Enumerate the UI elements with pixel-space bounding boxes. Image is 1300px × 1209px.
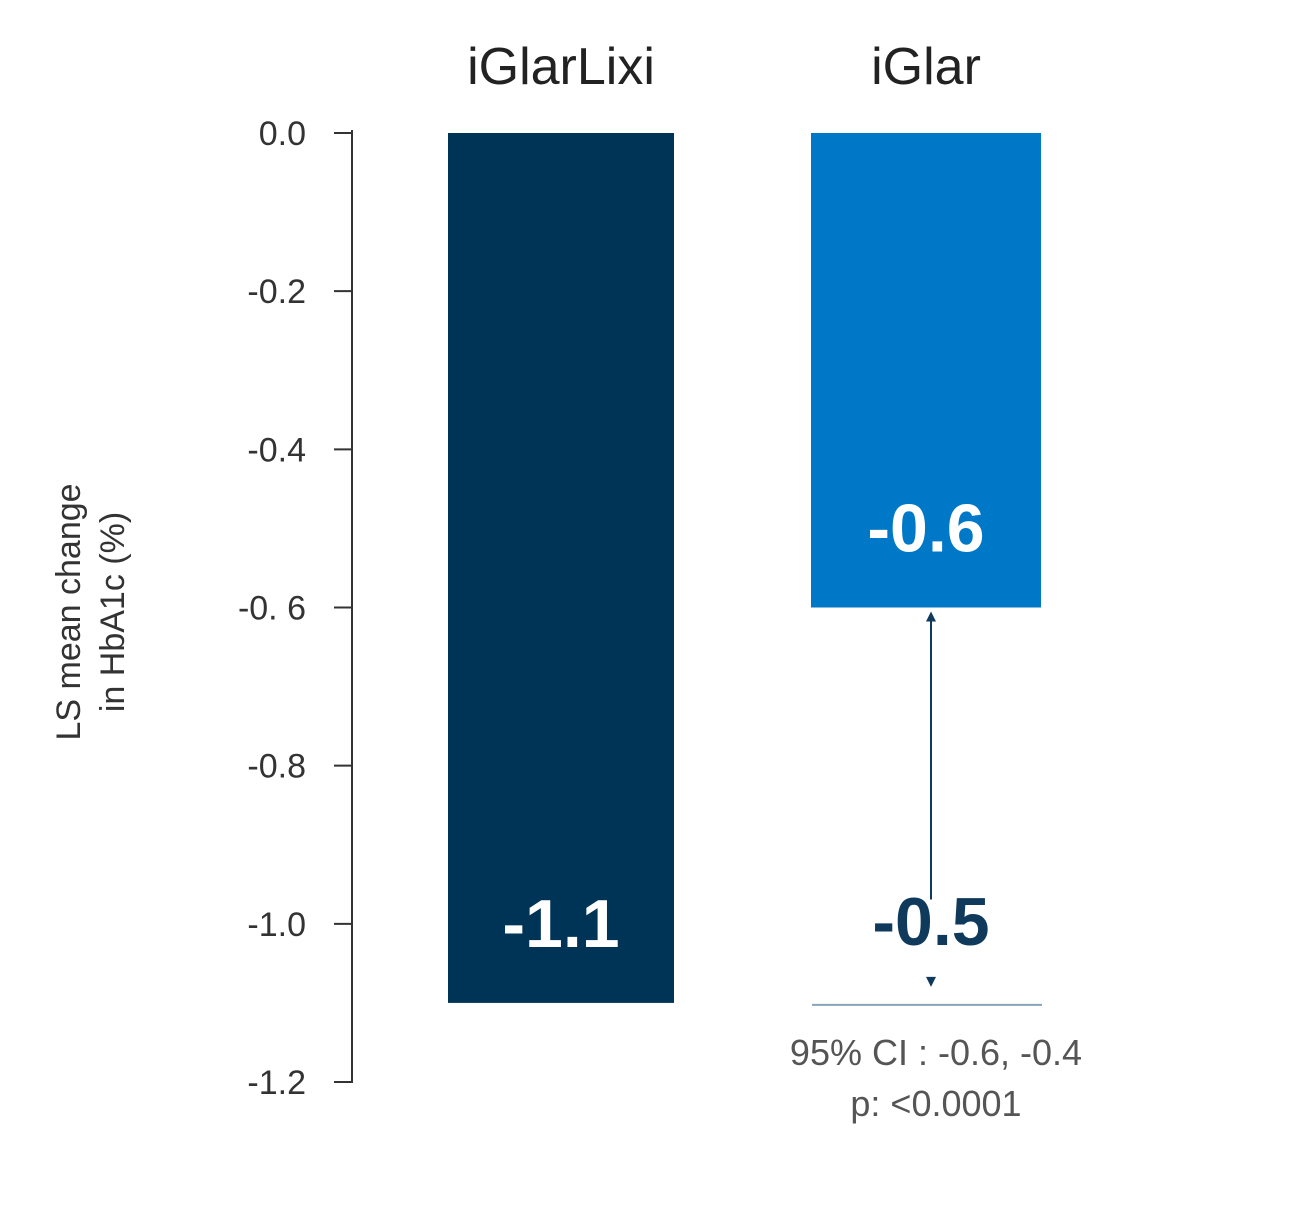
y-tick-label: -0. 6	[238, 590, 306, 628]
y-axis-label-line-2: in HbA1c (%)	[94, 512, 132, 712]
y-axis: 0.0 -0.2 -0.4 -0. 6 -0.8 -1.0 -1.2	[238, 115, 353, 1102]
y-tick-label: -0.2	[247, 273, 306, 311]
difference-arrow-tail	[926, 976, 936, 987]
category-label: iGlar	[871, 38, 981, 96]
y-tick-label: 0.0	[259, 115, 306, 153]
difference-arrow-head	[926, 611, 936, 622]
y-axis-label-line-1: LS mean change	[50, 483, 88, 740]
difference-value-label: -0.5	[872, 884, 989, 960]
bar-value-label: -1.1	[502, 886, 619, 962]
bars: iGlarLixi -1.1 iGlar -0.6	[448, 38, 1041, 1003]
y-tick-label: -0.4	[247, 431, 306, 469]
y-tick-label: -1.0	[247, 906, 306, 944]
category-label: iGlarLixi	[467, 38, 655, 96]
p-value-text: p: <0.0001	[850, 1083, 1021, 1124]
difference-annotation: -0.5 95% CI : -0.6, -0.4 p: <0.0001	[790, 611, 1082, 1124]
bar-iGlarLixi	[448, 133, 674, 1003]
bar-iGlar	[811, 133, 1041, 608]
y-tick-label: -0.8	[247, 748, 306, 786]
y-ticks: 0.0 -0.2 -0.4 -0. 6 -0.8 -1.0 -1.2	[238, 115, 352, 1102]
bar-value-label: -0.6	[867, 491, 984, 567]
confidence-interval-text: 95% CI : -0.6, -0.4	[790, 1032, 1082, 1073]
y-tick-label: -1.2	[247, 1064, 306, 1102]
